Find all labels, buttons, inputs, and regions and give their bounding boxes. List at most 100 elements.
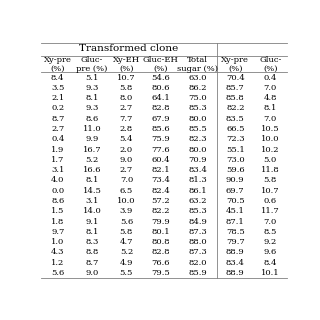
Text: 8.6: 8.6 [51, 197, 64, 205]
Text: 9.0: 9.0 [120, 156, 133, 164]
Text: 9.1: 9.1 [85, 218, 99, 226]
Text: 10.0: 10.0 [117, 197, 136, 205]
Text: 14.0: 14.0 [83, 207, 101, 215]
Text: 2.7: 2.7 [51, 125, 64, 133]
Text: 16.7: 16.7 [83, 146, 101, 154]
Text: 70.5: 70.5 [226, 197, 244, 205]
Text: 88.0: 88.0 [188, 238, 207, 246]
Text: 8.7: 8.7 [85, 259, 99, 267]
Text: 9.9: 9.9 [85, 135, 99, 143]
Text: 8.3: 8.3 [85, 238, 99, 246]
Text: 10.2: 10.2 [261, 146, 279, 154]
Text: 8.4: 8.4 [51, 74, 65, 82]
Text: 8.5: 8.5 [264, 228, 277, 236]
Text: 64.1: 64.1 [151, 94, 170, 102]
Text: 8.7: 8.7 [51, 115, 64, 123]
Text: Transformed clone: Transformed clone [79, 44, 179, 53]
Text: 73.4: 73.4 [151, 176, 170, 184]
Text: 3.1: 3.1 [51, 166, 64, 174]
Text: 86.1: 86.1 [188, 187, 207, 195]
Text: 85.8: 85.8 [226, 94, 245, 102]
Text: 87.1: 87.1 [226, 218, 245, 226]
Text: 8.4: 8.4 [263, 259, 277, 267]
Text: 87.3: 87.3 [188, 248, 207, 256]
Text: 5.0: 5.0 [264, 156, 277, 164]
Text: 73.0: 73.0 [226, 156, 244, 164]
Text: 70.4: 70.4 [226, 74, 245, 82]
Text: 82.3: 82.3 [188, 135, 207, 143]
Text: 0.4: 0.4 [264, 74, 277, 82]
Text: 80.0: 80.0 [188, 146, 207, 154]
Text: 69.7: 69.7 [226, 187, 244, 195]
Text: 0.2: 0.2 [51, 104, 64, 112]
Text: 10.7: 10.7 [261, 187, 280, 195]
Text: 8.1: 8.1 [85, 228, 99, 236]
Text: 77.6: 77.6 [151, 146, 170, 154]
Text: 10.1: 10.1 [261, 269, 280, 277]
Text: 80.8: 80.8 [151, 238, 170, 246]
Text: 1.8: 1.8 [51, 218, 64, 226]
Text: Gluc-EH
(%): Gluc-EH (%) [143, 56, 179, 73]
Text: 82.1: 82.1 [151, 166, 170, 174]
Text: 80.6: 80.6 [151, 84, 170, 92]
Text: Xy-EH
(%): Xy-EH (%) [113, 56, 140, 73]
Text: 87.3: 87.3 [188, 228, 207, 236]
Text: 2.8: 2.8 [120, 125, 133, 133]
Text: 7.0: 7.0 [264, 84, 277, 92]
Text: 82.2: 82.2 [151, 207, 170, 215]
Text: 1.7: 1.7 [51, 156, 64, 164]
Text: 57.2: 57.2 [151, 197, 170, 205]
Text: 11.8: 11.8 [261, 166, 280, 174]
Text: 9.2: 9.2 [264, 238, 277, 246]
Text: 6.5: 6.5 [120, 187, 133, 195]
Text: 8.1: 8.1 [85, 94, 99, 102]
Text: 63.0: 63.0 [188, 74, 207, 82]
Text: 67.9: 67.9 [151, 115, 170, 123]
Text: 85.3: 85.3 [188, 207, 207, 215]
Text: 9.0: 9.0 [85, 269, 99, 277]
Text: 81.3: 81.3 [188, 176, 207, 184]
Text: 85.7: 85.7 [226, 84, 245, 92]
Text: 7.0: 7.0 [120, 176, 133, 184]
Text: 5.5: 5.5 [120, 269, 133, 277]
Text: 4.3: 4.3 [51, 248, 65, 256]
Text: 80.0: 80.0 [188, 115, 207, 123]
Text: 85.6: 85.6 [151, 125, 170, 133]
Text: 83.5: 83.5 [226, 115, 245, 123]
Text: 4.7: 4.7 [120, 238, 133, 246]
Text: 5.1: 5.1 [85, 74, 99, 82]
Text: 5.4: 5.4 [120, 135, 133, 143]
Text: 9.7: 9.7 [51, 228, 64, 236]
Text: 84.9: 84.9 [188, 218, 207, 226]
Text: 75.9: 75.9 [151, 135, 170, 143]
Text: 83.4: 83.4 [226, 259, 245, 267]
Text: 55.1: 55.1 [226, 146, 245, 154]
Text: 4.9: 4.9 [120, 259, 133, 267]
Text: 70.9: 70.9 [188, 156, 207, 164]
Text: 0.6: 0.6 [264, 197, 277, 205]
Text: 79.7: 79.7 [226, 238, 245, 246]
Text: 83.4: 83.4 [188, 166, 207, 174]
Text: 75.0: 75.0 [188, 94, 207, 102]
Text: 7.7: 7.7 [120, 115, 133, 123]
Text: 82.8: 82.8 [151, 248, 170, 256]
Text: 79.9: 79.9 [151, 218, 170, 226]
Text: 8.8: 8.8 [85, 248, 99, 256]
Text: 2.7: 2.7 [120, 166, 133, 174]
Text: 8.6: 8.6 [85, 115, 99, 123]
Text: 14.5: 14.5 [83, 187, 101, 195]
Text: 79.5: 79.5 [151, 269, 170, 277]
Text: 85.9: 85.9 [188, 269, 207, 277]
Text: 66.5: 66.5 [226, 125, 244, 133]
Text: 8.1: 8.1 [85, 176, 99, 184]
Text: 1.2: 1.2 [51, 259, 64, 267]
Text: 4.0: 4.0 [51, 176, 64, 184]
Text: 88.9: 88.9 [226, 269, 245, 277]
Text: 9.3: 9.3 [85, 84, 99, 92]
Text: 45.1: 45.1 [226, 207, 245, 215]
Text: 82.8: 82.8 [151, 104, 170, 112]
Text: 82.4: 82.4 [151, 187, 170, 195]
Text: 2.1: 2.1 [51, 94, 64, 102]
Text: 5.2: 5.2 [120, 248, 133, 256]
Text: 76.6: 76.6 [151, 259, 170, 267]
